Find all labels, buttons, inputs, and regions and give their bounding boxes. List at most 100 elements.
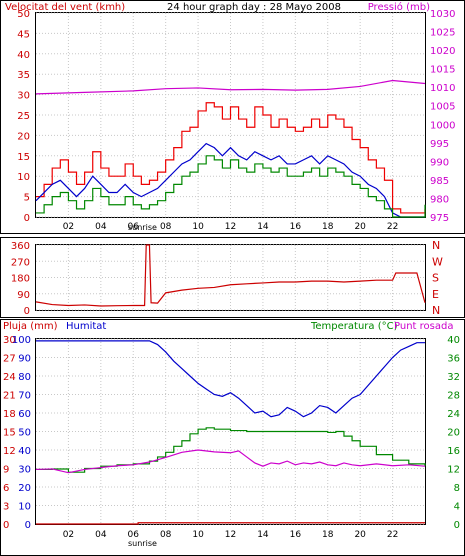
temperature-tick-label: 36 bbox=[447, 354, 460, 365]
wind-tick-label: 15 bbox=[17, 152, 30, 163]
legend-dewpoint: Punt rosada bbox=[394, 321, 453, 332]
direction-tick-label: 270 bbox=[11, 257, 30, 268]
hour-tick-label: 12 bbox=[225, 222, 236, 232]
rain-tick-label: 15 bbox=[3, 428, 16, 439]
pressure-axis-title: Pressió (mb) bbox=[368, 1, 430, 13]
humidity-tick-label: 10 bbox=[18, 502, 31, 513]
pressure-tick-label: 995 bbox=[430, 139, 449, 150]
wind-tick-label: 25 bbox=[17, 111, 30, 122]
climate-x-ticks: 02 04 06 08 10 12 14 16 18 20 22 bbox=[63, 530, 399, 540]
wind-tick-label: 0 bbox=[24, 213, 30, 224]
pressure-tick-label: 1015 bbox=[430, 65, 455, 76]
pressure-tick-label: 985 bbox=[430, 176, 449, 187]
legend-humidity: Humitat bbox=[66, 321, 106, 332]
wind-tick-label: 50 bbox=[17, 9, 30, 20]
direction-tick-label: 90 bbox=[17, 290, 30, 301]
wind-series bbox=[35, 79, 426, 218]
hour-tick-label: 20 bbox=[354, 530, 366, 540]
hour-tick-label: 14 bbox=[257, 222, 269, 232]
direction-grid bbox=[36, 244, 425, 311]
humidity-tick-label: 0 bbox=[25, 520, 31, 531]
rain-tick-label: 30 bbox=[3, 335, 16, 346]
humidity-tick-label: 90 bbox=[18, 354, 31, 365]
compass-label: S bbox=[432, 272, 439, 285]
temperature-tick-label: 4 bbox=[454, 502, 460, 513]
wind-tick-label: 45 bbox=[17, 29, 30, 40]
temperature-tick-label: 8 bbox=[454, 483, 460, 494]
rain-line bbox=[36, 522, 425, 525]
pressure-tick-label: 980 bbox=[430, 194, 449, 205]
temperature-tick-label: 0 bbox=[454, 520, 460, 531]
wind-tick-label: 30 bbox=[17, 91, 30, 102]
rain-tick-label: 18 bbox=[3, 409, 16, 420]
humidity-tick-label: 40 bbox=[18, 446, 31, 457]
dewpoint-line bbox=[35, 449, 426, 474]
hour-tick-label: 16 bbox=[290, 530, 302, 540]
wind-tick-label: 20 bbox=[17, 131, 30, 142]
hour-tick-label: 20 bbox=[354, 222, 366, 232]
humidity-tick-label: 50 bbox=[18, 428, 31, 439]
temperature-y-ticks: 0 4 8 12 16 20 24 28 32 36 40 bbox=[447, 335, 460, 531]
direction-series bbox=[35, 244, 426, 307]
hour-tick-label: 02 bbox=[63, 530, 74, 540]
compass-label: N bbox=[432, 239, 440, 252]
hour-tick-label: 08 bbox=[160, 222, 172, 232]
wind-tick-label: 5 bbox=[24, 193, 30, 204]
sunrise-label-top: sunrise bbox=[128, 223, 157, 232]
hour-tick-label: 22 bbox=[387, 530, 398, 540]
direction-y-ticks: 0 90 180 270 360 bbox=[11, 241, 30, 317]
rain-y-ticks: 0 3 6 9 12 15 18 21 24 27 30 bbox=[3, 335, 16, 531]
wind-tick-label: 35 bbox=[17, 70, 30, 81]
direction-tick-label: 180 bbox=[11, 274, 30, 285]
rain-tick-label: 3 bbox=[3, 502, 9, 513]
hour-tick-label: 10 bbox=[192, 530, 204, 540]
humidity-tick-label: 70 bbox=[18, 391, 31, 402]
wind-x-ticks: 02 04 06 08 10 12 14 16 18 20 22 bbox=[63, 222, 399, 232]
pressure-tick-label: 1000 bbox=[430, 120, 455, 131]
pressure-tick-label: 1025 bbox=[430, 28, 455, 39]
wind-tick-label: 10 bbox=[17, 172, 30, 183]
rain-axis-title: Pluja (mm) bbox=[3, 321, 58, 332]
temperature-tick-label: 20 bbox=[447, 428, 460, 439]
graph-title: 24 hour graph day : 28 Mayo 2008 bbox=[167, 2, 341, 13]
wind-axis-title: Velocitat del vent (kmh) bbox=[5, 2, 125, 13]
temperature-tick-label: 28 bbox=[447, 391, 460, 402]
rain-tick-label: 12 bbox=[3, 446, 16, 457]
temperature-tick-label: 12 bbox=[447, 465, 460, 476]
rain-tick-label: 6 bbox=[3, 483, 9, 494]
rain-tick-label: 27 bbox=[3, 354, 16, 365]
humidity-y-ticks: 0 10 20 30 40 50 60 70 80 90 100 bbox=[12, 335, 31, 531]
hour-tick-label: 02 bbox=[63, 222, 74, 232]
humidity-tick-label: 30 bbox=[18, 465, 31, 476]
pressure-line bbox=[35, 79, 426, 95]
humidity-tick-label: 100 bbox=[12, 335, 31, 346]
hour-tick-label: 04 bbox=[95, 222, 107, 232]
direction-line bbox=[35, 244, 426, 307]
humidity-tick-label: 20 bbox=[18, 483, 31, 494]
climate-series bbox=[35, 340, 426, 525]
gust-line bbox=[36, 102, 426, 214]
rain-tick-label: 24 bbox=[3, 372, 16, 383]
pressure-tick-label: 1010 bbox=[430, 83, 455, 94]
hour-tick-label: 18 bbox=[322, 222, 334, 232]
direction-tick-label: 0 bbox=[24, 306, 30, 317]
hour-tick-label: 18 bbox=[322, 530, 334, 540]
temperature-tick-label: 40 bbox=[447, 335, 460, 346]
sunrise-label-bottom: sunrise bbox=[128, 539, 157, 548]
rain-tick-label: 0 bbox=[3, 520, 9, 531]
direction-tick-label: 360 bbox=[11, 241, 30, 252]
wind-line bbox=[35, 142, 425, 218]
rain-tick-label: 21 bbox=[3, 391, 16, 402]
temperature-tick-label: 16 bbox=[447, 446, 460, 457]
hour-tick-label: 06 bbox=[128, 222, 140, 232]
pressure-tick-label: 990 bbox=[430, 157, 449, 168]
pressure-y-ticks: 975 980 985 990 995 1000 1005 1010 1015 1020 1025 1… bbox=[430, 9, 455, 224]
wind-tick-label: 40 bbox=[17, 50, 30, 61]
wind-y-ticks: 0 5 10 15 20 25 30 35 40 45 50 bbox=[17, 9, 30, 224]
compass-label: N bbox=[432, 304, 440, 317]
humidity-line bbox=[36, 340, 425, 418]
hour-tick-label: 08 bbox=[160, 530, 172, 540]
pressure-tick-label: 975 bbox=[430, 213, 449, 224]
